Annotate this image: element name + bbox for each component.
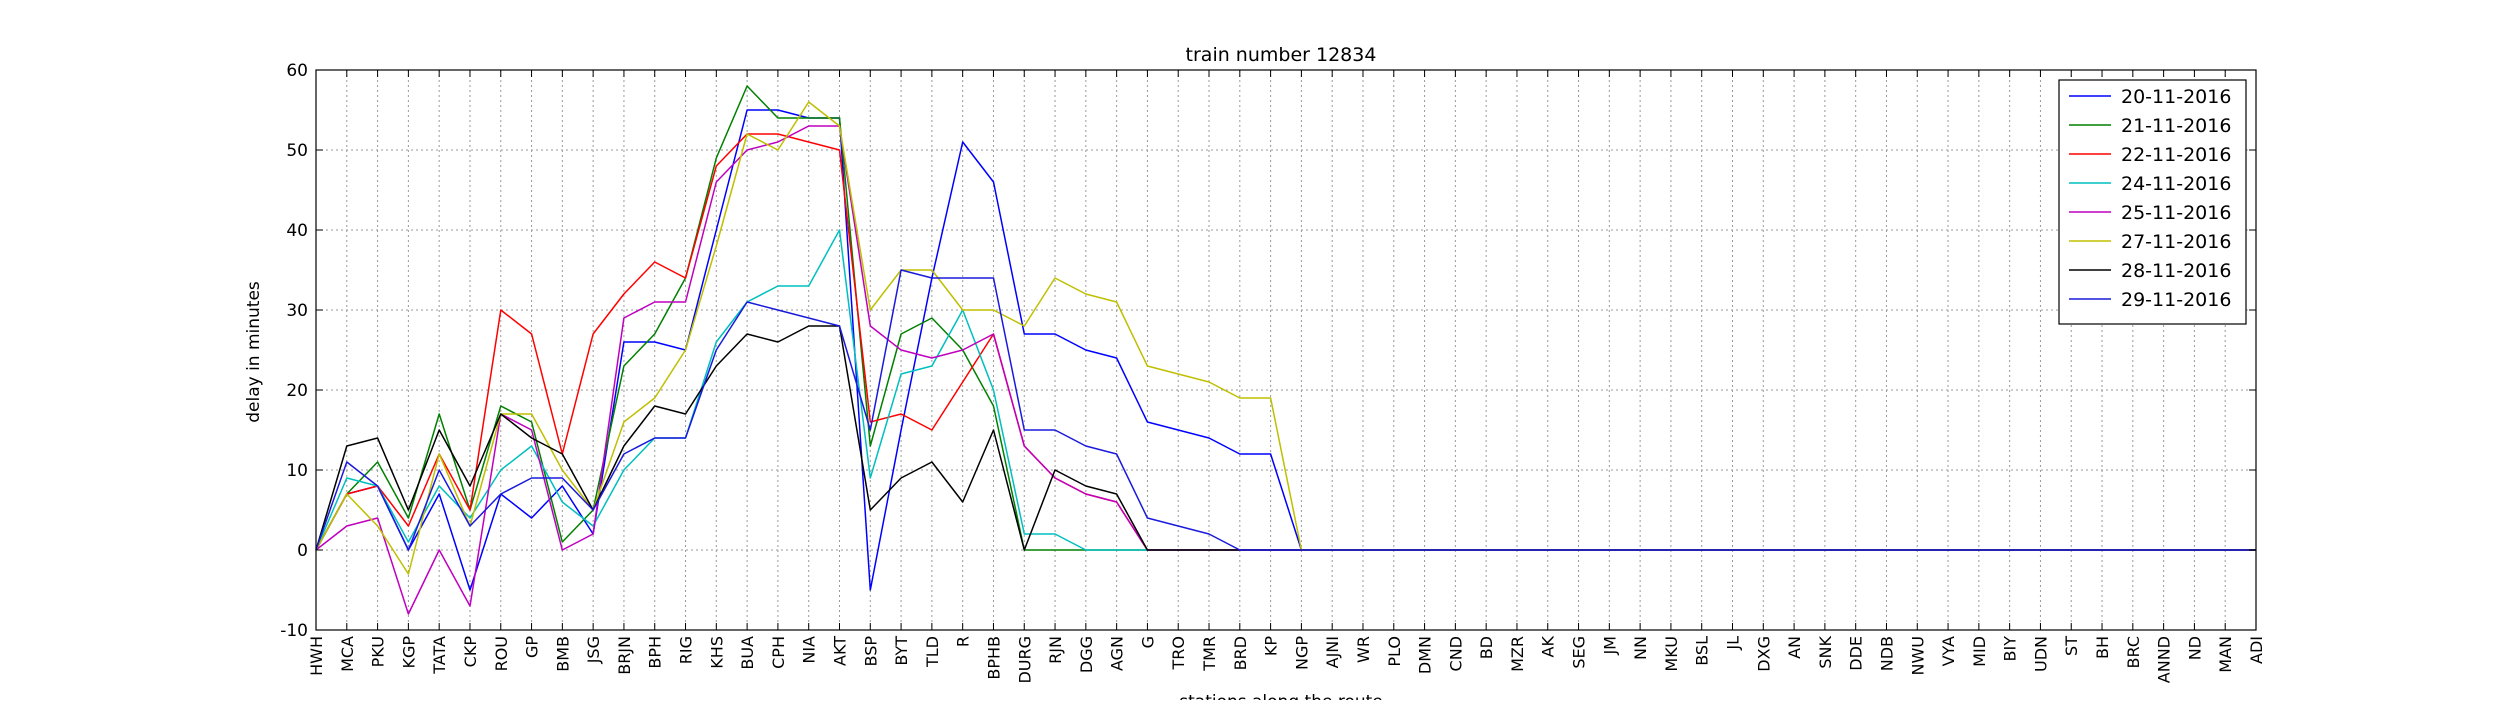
y-tick-label: -10 [280,621,308,641]
x-tick-label: BRJN [615,636,634,675]
x-axis: HWH MCA PKU KGP TATA CKP ROU GP BMB JSG BRJN BPH RIG… [307,70,2266,684]
x-tick-label: ND [2185,636,2204,660]
x-tick-label: MZR [1508,636,1527,672]
y-tick-label: 20 [286,381,308,401]
x-tick-label: BYT [892,636,911,666]
x-tick-label: WR [1354,636,1373,663]
x-tick-label: NDB [1877,636,1896,671]
x-tick-label: BSL [1693,636,1712,666]
x-tick-label: DURG [1015,636,1034,684]
x-axis-label: stations along the route [1179,692,1383,700]
legend: 20-11-2016 21-11-2016 22-11-2016 24-11-2016… [2058,79,2247,325]
y-tick-label: 30 [286,301,308,321]
legend-label: 24-11-2016 [2121,173,2231,195]
x-tick-label: UDN [2031,636,2050,672]
x-tick-label: JSG [584,636,603,664]
x-tick-label: DGG [1077,636,1096,673]
x-tick-label: AGN [1108,636,1127,671]
x-tick-label: RIG [677,636,696,664]
x-tick-label: BD [1477,636,1496,659]
x-tick-label: BSP [861,636,880,667]
x-tick-label: AKT [830,636,849,666]
x-tick-label: NGP [1292,636,1311,670]
series-line [315,133,2256,551]
legend-box [2058,79,2247,325]
x-tick-label: TMR [1200,636,1219,672]
legend-label: 22-11-2016 [2121,144,2231,166]
x-tick-label: R [954,636,973,647]
x-tick-label: MKU [1662,636,1681,672]
x-tick-label: TRO [1169,636,1188,670]
legend-label: 28-11-2016 [2121,260,2231,282]
legend-label: 25-11-2016 [2121,202,2231,224]
x-tick-label: DMN [1416,636,1435,674]
x-tick-label: ST [2062,636,2081,656]
x-tick-label: CKP [461,636,480,668]
legend-label: 20-11-2016 [2121,86,2231,108]
series-line [315,109,2256,591]
y-tick-label: 40 [286,221,308,241]
x-tick-label: TATA [430,636,449,675]
x-tick-label: BIY [2001,636,2020,662]
series-lines [315,85,2256,615]
y-axis-label: delay in minutes [244,281,264,423]
x-tick-label: NN [1631,636,1650,660]
x-tick-label: ANND [2155,636,2174,683]
y-tick-label: 10 [286,461,308,481]
y-tick-label: 50 [286,141,308,161]
x-tick-label: JL [1724,636,1743,651]
x-tick-label: BUA [738,636,757,670]
x-tick-label: ADI [2247,636,2266,664]
y-axis: -10 0 10 20 30 40 50 60 [280,61,2256,641]
x-tick-label: NWU [1908,636,1927,676]
y-tick-label: 60 [286,61,308,81]
legend-label: 21-11-2016 [2121,115,2231,137]
x-tick-label: DDE [1847,636,1866,671]
legend-label: 29-11-2016 [2121,289,2231,311]
chart-title: train number 12834 [1186,44,1377,66]
x-tick-label: ROU [492,636,511,671]
x-tick-label: MAN [2216,636,2235,673]
x-tick-label: BPH [646,636,665,669]
x-tick-label: NIA [800,636,819,664]
x-tick-label: MID [1970,636,1989,667]
x-tick-label: TLD [923,636,942,668]
x-tick-label: CPH [769,636,788,669]
x-tick-label: PLO [1385,636,1404,667]
grid [315,69,2257,631]
x-tick-label: BMB [553,636,572,672]
x-tick-label: BRD [1231,636,1250,670]
x-tick-label: G [1138,636,1157,648]
x-tick-label: AN [1785,636,1804,659]
y-tick-label: 0 [297,541,308,561]
x-tick-label: CND [1446,636,1465,671]
x-tick-label: RJN [1046,636,1065,664]
x-tick-label: DXG [1754,636,1773,672]
x-tick-label: HWH [307,636,326,676]
x-tick-label: BH [2093,636,2112,659]
x-tick-label: PKU [369,636,388,667]
x-tick-label: JM [1600,636,1619,656]
x-tick-label: KGP [399,636,418,669]
x-tick-label: VYA [1939,636,1958,666]
x-tick-label: SNK [1816,636,1835,669]
x-tick-label: GP [523,636,542,658]
x-tick-label: AK [1539,635,1558,657]
x-tick-label: SEG [1570,636,1589,669]
legend-label: 27-11-2016 [2121,231,2231,253]
x-tick-label: AJNI [1323,636,1342,668]
plot-frame [315,69,2257,631]
x-tick-label: BRC [2124,636,2143,668]
series-line [315,125,2256,615]
x-tick-label: MCA [338,636,357,672]
x-tick-label: KP [1262,636,1281,656]
x-tick-label: KHS [707,636,726,669]
series-line [315,269,2256,551]
x-tick-label: BPHB [984,636,1003,680]
